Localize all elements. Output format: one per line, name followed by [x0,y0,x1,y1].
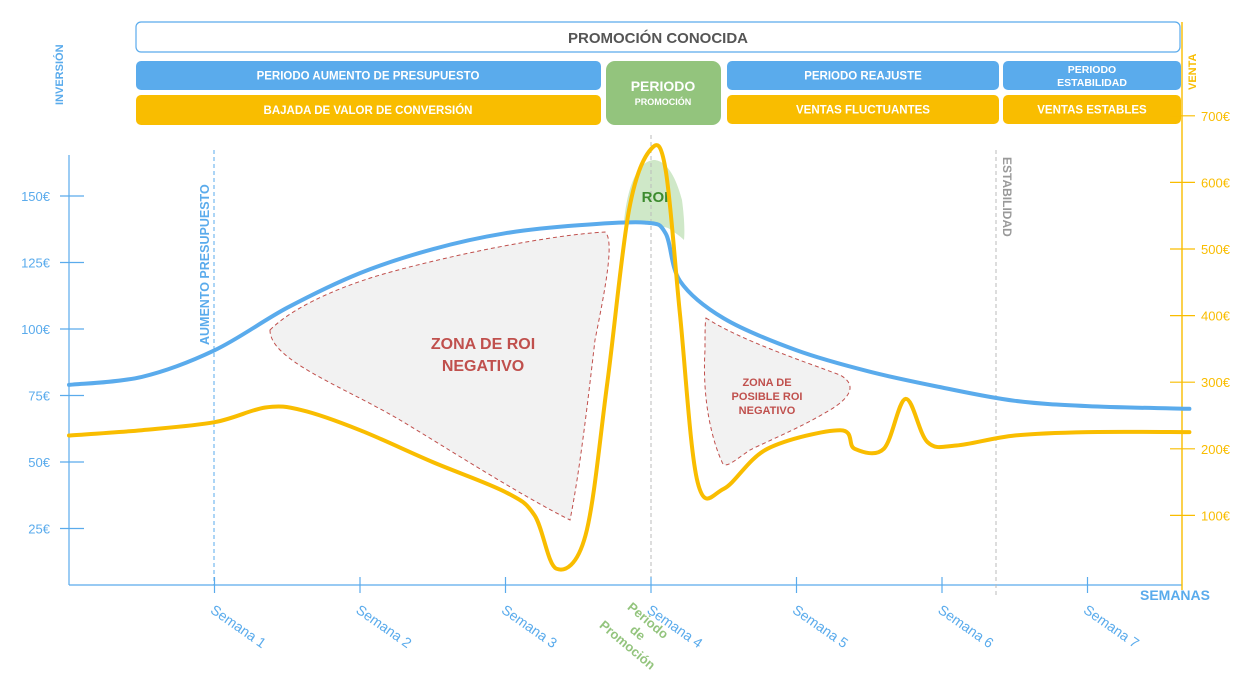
x-tick-label: Semana 7 [1081,601,1143,651]
x-tick-label: Semana 6 [935,601,997,651]
banner-promocion-conocida [135,21,1181,53]
possible-negative-roi-zone [703,317,851,466]
banner-ventas-fluctuantes-label: VENTAS FLUCTUANTES [796,105,930,117]
y-right-tick-label: 100€ [1201,508,1231,523]
estabilidad-label: ESTABILIDAD [1000,157,1014,237]
possible-roi-label-1: ZONA DE [742,377,791,389]
banner-ventas-fluctuantes [727,95,999,124]
banner-reajuste [727,61,999,90]
x-tick-label: Semana 1 [208,601,270,651]
banner-aumento-presupuesto [136,61,601,90]
aumento-presupuesto-label: AUMENTO PRESUPUESTO [198,184,212,345]
banner-estabilidad-label-2: ESTABILIDAD [1057,77,1127,89]
promocion-period-label-2: de [627,622,648,643]
x-tick-label: Semana 5 [790,601,852,651]
y-right-tick-label: 300€ [1201,375,1231,390]
banner-ventas-estables-label: VENTAS ESTABLES [1037,105,1147,117]
possible-roi-label-2: POSIBLE ROI [732,391,803,403]
y-left-tick-label: 100€ [21,322,51,337]
banner-periodo-promocion-label-1: PERIODO [631,78,696,94]
x-axis-title: SEMANAS [1140,587,1210,603]
banner-estabilidad [1003,61,1181,90]
y-left-tick-label: 125€ [21,256,51,271]
y-right-tick-label: 400€ [1201,309,1231,324]
banner-aumento-presupuesto-label: PERIODO AUMENTO DE PRESUPUESTO [257,71,480,83]
x-tick-label: Semana 3 [499,601,561,651]
y-left-tick-label: 150€ [21,189,51,204]
y-right-tick-label: 500€ [1201,242,1231,257]
promocion-period-label: Periodo de Promoción [597,599,672,672]
y-right-axis-title: VENTA [1187,53,1199,90]
banner-promocion-conocida-label: PROMOCIÓN CONOCIDA [568,29,748,47]
y-left-ticks: 25€ 50€ 75€ 100€ 125€ 150€ [21,189,84,537]
y-right-tick-label: 700€ [1201,109,1231,124]
y-left-tick-label: 75€ [28,389,50,404]
banner-bajada-valor-label: BAJADA DE VALOR DE CONVERSIÓN [264,104,473,117]
banner-bajada-valor [136,95,601,125]
y-left-tick-label: 25€ [28,522,50,537]
series-line-venta [67,143,1192,572]
banner-estabilidad-label-1: PERIODO [1068,64,1116,76]
banner-reajuste-label: PERIODO REAJUSTE [804,71,922,83]
y-right-tick-label: 600€ [1201,175,1231,190]
banner-ventas-estables [1003,95,1181,124]
possible-roi-label-3: NEGATIVO [739,405,796,417]
y-right-ticks: 100€ 200€ 300€ 400€ 500€ 600€ 700€ [1170,109,1231,523]
y-left-axis-title: INVERSIÓN [53,44,66,105]
negative-roi-label-1: ZONA DE ROI [431,336,535,353]
negative-roi-label-2: NEGATIVO [442,358,524,375]
series-line-inversion [67,220,1192,411]
y-right-tick-label: 200€ [1201,442,1231,457]
x-tick-label: Semana 2 [353,601,415,651]
roi-label: ROI [642,189,669,206]
banner-periodo-promocion [606,61,721,125]
banner-periodo-promocion-label-2: PROMOCIÓN [635,96,692,107]
x-ticks: Semana 1 Semana 2 Semana 3 Semana 4 Semana 5… [208,577,1143,651]
negative-roi-zone [269,231,610,521]
roi-zone [624,160,685,240]
y-left-tick-label: 50€ [28,455,50,470]
